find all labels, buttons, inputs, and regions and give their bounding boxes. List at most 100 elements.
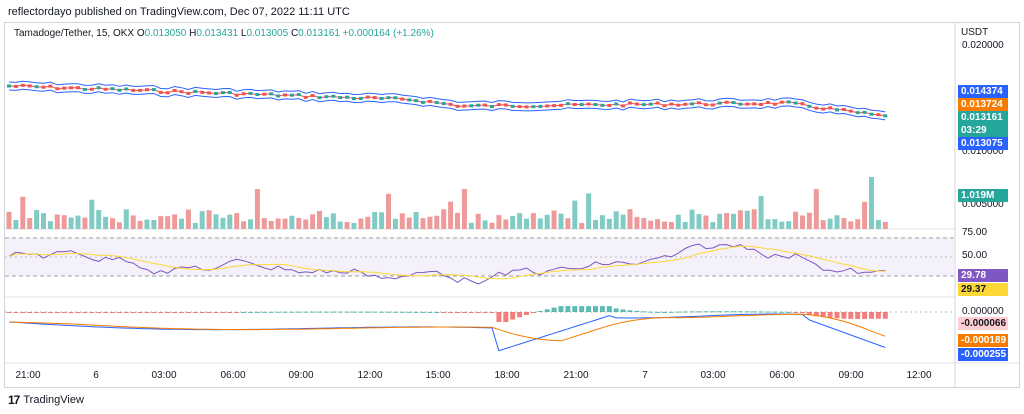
macd-histogram-bar — [192, 312, 198, 313]
volume-bar — [268, 220, 274, 229]
countdown-badge: 03:29 — [958, 124, 1008, 137]
bollinger-upper — [8, 80, 886, 113]
volume-bar — [137, 220, 143, 229]
volume-bar — [662, 221, 667, 229]
volume-bar — [116, 222, 122, 229]
candle — [358, 96, 363, 100]
candle — [248, 91, 253, 95]
volume-bar — [586, 193, 592, 229]
volume-bar — [813, 189, 819, 229]
volume-bar — [841, 218, 847, 229]
macd-histogram-bar — [758, 311, 764, 313]
macd-histogram-bar — [137, 312, 143, 313]
candle — [117, 88, 122, 92]
volume-bar — [737, 210, 743, 229]
candle — [283, 93, 287, 97]
macd-histogram-bar — [103, 312, 109, 313]
volume-bar — [827, 218, 833, 229]
time-axis-label: 12:00 — [906, 370, 932, 381]
volume-bar — [317, 210, 322, 229]
candle — [186, 91, 191, 95]
candle — [683, 102, 688, 106]
footer-brand[interactable]: TradingView — [23, 394, 84, 406]
candle — [55, 87, 60, 91]
candle — [476, 103, 481, 107]
volume-bar — [96, 210, 102, 229]
candle — [227, 91, 232, 95]
volume-bar — [517, 213, 523, 229]
macd-histogram-bar — [662, 311, 667, 313]
macd-histogram-bar — [820, 312, 826, 318]
candle — [538, 104, 543, 108]
volume-bar — [806, 212, 812, 229]
candle — [200, 90, 205, 94]
volume-bar — [537, 218, 543, 229]
macd-histogram-bar — [130, 312, 136, 313]
macd-histogram-bar — [386, 311, 391, 313]
candle — [807, 104, 812, 108]
volume-bar — [123, 209, 129, 229]
candle — [621, 104, 626, 108]
macd-histogram-bar — [268, 311, 274, 313]
candle — [483, 103, 488, 107]
chart-frame[interactable] — [4, 22, 1020, 388]
macd-histogram-bar — [27, 312, 33, 313]
macd-histogram-bar — [337, 311, 343, 313]
candle — [124, 87, 129, 91]
candle — [207, 91, 212, 95]
candle — [848, 109, 853, 113]
macd-histogram-bar — [489, 312, 495, 313]
time-axis-label: 21:00 — [563, 370, 589, 381]
volume-bar — [206, 210, 212, 229]
candle — [386, 96, 391, 100]
volume-bar — [220, 217, 226, 229]
candle — [255, 93, 260, 97]
time-axis-label: 06:00 — [769, 370, 795, 381]
volume-bar — [606, 218, 612, 229]
volume-bar — [289, 215, 295, 229]
volume-bar — [593, 220, 598, 229]
macd-histogram-bar — [82, 312, 88, 314]
candle — [27, 84, 32, 88]
symbol-name[interactable]: Tamadoge/Tether, 15, OKX — [14, 28, 135, 39]
macd-histogram-badge: -0.000066 — [958, 317, 1008, 330]
macd-histogram-bar — [779, 311, 785, 313]
candle — [172, 88, 177, 92]
candle — [821, 107, 826, 111]
candle — [697, 101, 701, 105]
candle — [317, 96, 322, 100]
rsi-axis-label: 50.00 — [962, 250, 988, 261]
tradingview-logo-icon[interactable]: 17 — [8, 393, 20, 407]
macd-histogram-bar — [241, 311, 247, 313]
candle — [372, 96, 377, 100]
volume-bar — [241, 221, 247, 229]
candle — [628, 101, 632, 105]
macd-histogram-bar — [537, 311, 543, 313]
macd-histogram-bar — [144, 312, 150, 313]
volume-bar — [855, 219, 861, 229]
candle — [876, 113, 881, 117]
volume-bar — [6, 211, 12, 229]
candle — [455, 104, 460, 108]
candle — [7, 84, 11, 88]
volume-bar — [613, 211, 619, 229]
macd-histogram-bar — [634, 310, 640, 312]
macd-histogram-bar — [800, 312, 805, 313]
macd-histogram-bar — [682, 311, 688, 313]
macd-histogram-bar — [641, 311, 647, 313]
macd-histogram-bar — [261, 311, 267, 313]
volume-bar — [413, 211, 419, 229]
macd-histogram-bar — [455, 312, 460, 313]
volume-bar — [199, 211, 205, 229]
macd-histogram-bar — [220, 312, 226, 313]
macd-histogram-bar — [751, 311, 757, 313]
volume-bar — [731, 213, 736, 229]
candle — [145, 88, 149, 92]
candle — [648, 102, 653, 106]
candle — [572, 103, 577, 107]
macd-histogram-bar — [434, 311, 440, 313]
macd-histogram-bar — [875, 312, 881, 319]
candle — [800, 102, 805, 106]
volume-bar — [213, 214, 219, 229]
